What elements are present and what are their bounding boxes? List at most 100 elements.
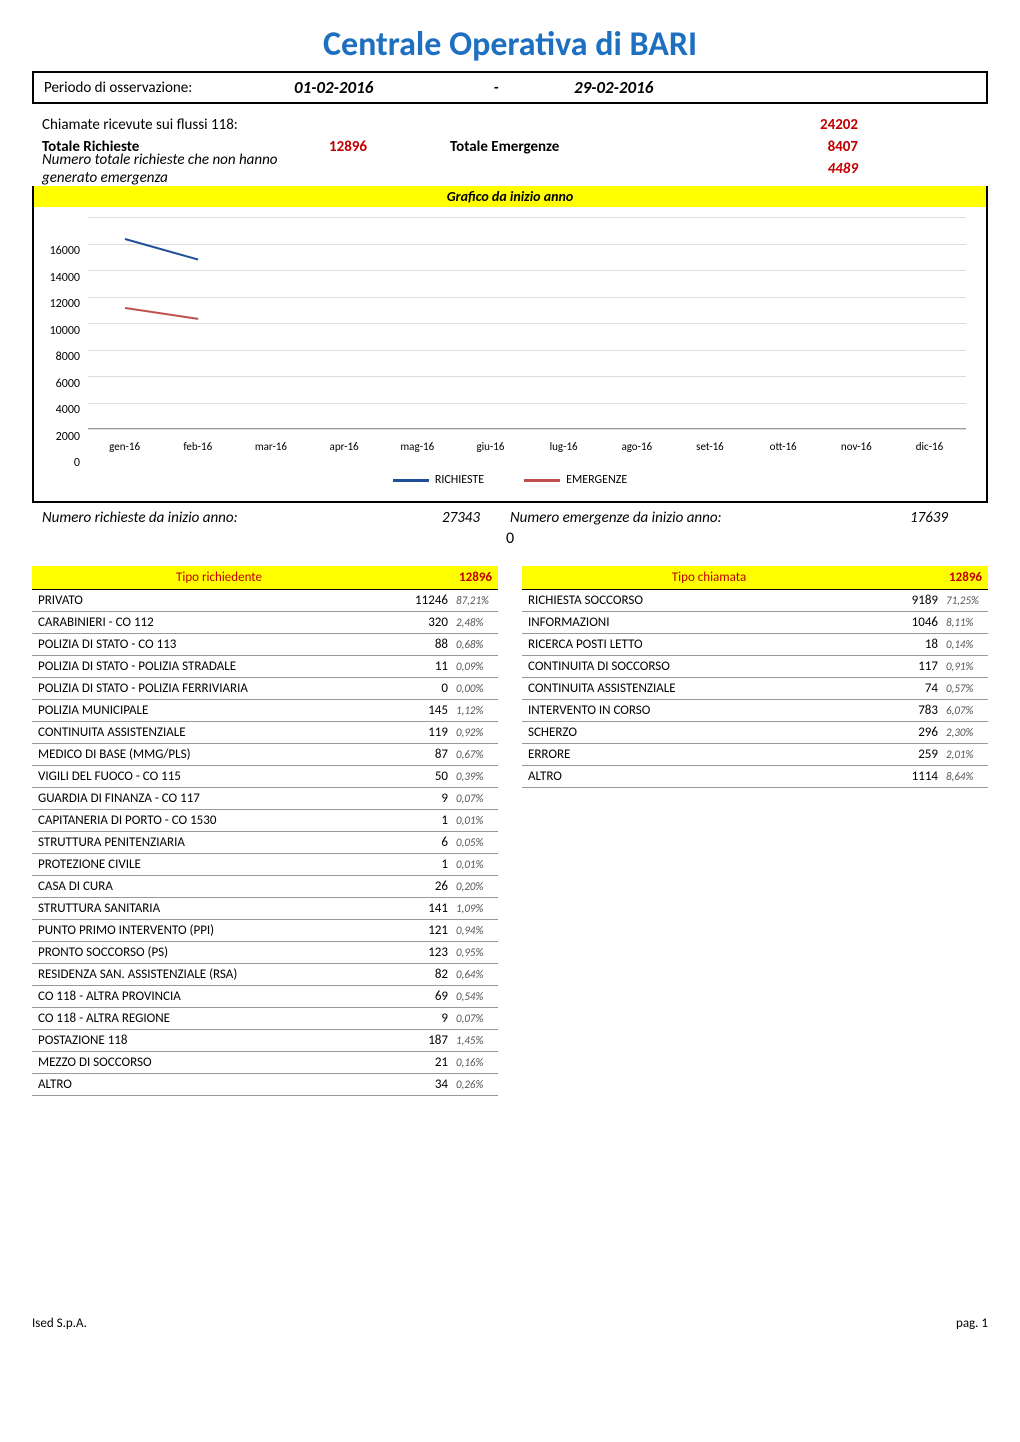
period-label: Periodo di osservazione:	[44, 79, 294, 97]
chart-xtick: dic-16	[893, 440, 966, 453]
table-row: MEZZO DI SOCCORSO210,16%	[32, 1052, 498, 1074]
table-cell-name: CONTINUITA ASSISTENZIALE	[522, 678, 896, 700]
chart-ytick: 4000	[56, 403, 80, 417]
table-row: POLIZIA DI STATO - CO 113880,68%	[32, 634, 498, 656]
summary-block: Chiamate ricevute sui flussi 118: 24202 …	[32, 104, 988, 186]
table-row: CONTINUITA ASSISTENZIALE1190,92%	[32, 722, 498, 744]
legend-item: RICHIESTE	[393, 473, 484, 487]
table-cell-pct: 0,54%	[454, 986, 498, 1008]
table-cell-name: POLIZIA DI STATO - POLIZIA STRADALE	[32, 656, 406, 678]
table-cell-value: 9	[406, 1008, 454, 1030]
tables-row: Tipo richiedente 12896 PRIVATO1124687,21…	[32, 566, 988, 1096]
table-cell-name: PROTEZIONE CIVILE	[32, 854, 406, 876]
table-row: CONTINUITA DI SOCCORSO1170,91%	[522, 656, 988, 678]
table-row: RICERCA POSTI LETTO180,14%	[522, 634, 988, 656]
table-cell-name: INFORMAZIONI	[522, 612, 896, 634]
chart-xlabels: gen-16feb-16mar-16apr-16mag-16giu-16lug-…	[88, 440, 966, 453]
table-cell-pct: 0,09%	[454, 656, 498, 678]
table-richiedente-header-value: 12896	[406, 566, 498, 590]
table-cell-pct: 0,92%	[454, 722, 498, 744]
table-chiamata-body: RICHIESTA SOCCORSO918971,25%INFORMAZIONI…	[522, 590, 988, 788]
table-cell-name: POSTAZIONE 118	[32, 1030, 406, 1052]
legend-label: EMERGENZE	[566, 473, 627, 487]
table-cell-pct: 0,20%	[454, 876, 498, 898]
table-cell-name: MEDICO DI BASE (MMG/PLS)	[32, 744, 406, 766]
table-cell-value: 11	[406, 656, 454, 678]
summary-line3-value: 4489	[586, 160, 978, 178]
table-cell-pct: 0,39%	[454, 766, 498, 788]
table-cell-value: 123	[406, 942, 454, 964]
chart-xtick: nov-16	[820, 440, 893, 453]
table-cell-name: PRIVATO	[32, 590, 406, 612]
legend-swatch	[393, 479, 429, 482]
table-row: INFORMAZIONI10468,11%	[522, 612, 988, 634]
table-cell-name: ALTRO	[522, 766, 896, 788]
chart-xtick: mar-16	[234, 440, 307, 453]
legend-item: EMERGENZE	[524, 473, 627, 487]
table-cell-name: STRUTTURA SANITARIA	[32, 898, 406, 920]
table-row: CARABINIERI - CO 1123202,48%	[32, 612, 498, 634]
table-cell-name: PUNTO PRIMO INTERVENTO (PPI)	[32, 920, 406, 942]
table-cell-name: RICERCA POSTI LETTO	[522, 634, 896, 656]
table-cell-value: 9189	[896, 590, 944, 612]
chart-series-segment	[124, 307, 197, 320]
summary-line3-label: Numero totale richieste che non hanno ge…	[42, 151, 314, 187]
table-cell-name: POLIZIA MUNICIPALE	[32, 700, 406, 722]
table-cell-value: 1	[406, 810, 454, 832]
chart-legend: RICHIESTE EMERGENZE	[34, 467, 986, 501]
table-cell-name: CONTINUITA ASSISTENZIALE	[32, 722, 406, 744]
summary-line1-label: Chiamate ricevute sui flussi 118:	[42, 116, 314, 134]
table-cell-name: VIGILI DEL FUOCO - CO 115	[32, 766, 406, 788]
chart-xtick: ago-16	[600, 440, 673, 453]
table-row: POSTAZIONE 1181871,45%	[32, 1030, 498, 1052]
table-cell-pct: 0,14%	[944, 634, 988, 656]
table-cell-pct: 87,21%	[454, 590, 498, 612]
annual-req-value: 27343	[390, 509, 510, 527]
table-cell-pct: 0,67%	[454, 744, 498, 766]
table-cell-value: 783	[896, 700, 944, 722]
chart-ytick: 0	[74, 456, 80, 470]
table-row: SCHERZO2962,30%	[522, 722, 988, 744]
table-cell-pct: 0,01%	[454, 810, 498, 832]
table-cell-value: 11246	[406, 590, 454, 612]
table-row: ERRORE2592,01%	[522, 744, 988, 766]
table-cell-value: 21	[406, 1052, 454, 1074]
table-cell-name: INTERVENTO IN CORSO	[522, 700, 896, 722]
chart-ytick: 16000	[50, 244, 80, 258]
chart-xtick: feb-16	[161, 440, 234, 453]
chart-xtick: lug-16	[527, 440, 600, 453]
table-cell-value: 119	[406, 722, 454, 744]
table-cell-value: 320	[406, 612, 454, 634]
table-row: GUARDIA DI FINANZA - CO 11790,07%	[32, 788, 498, 810]
chart-series-segment	[124, 238, 198, 261]
chart-xtick: ott-16	[747, 440, 820, 453]
table-cell-name: STRUTTURA PENITENZIARIA	[32, 832, 406, 854]
table-cell-pct: 1,09%	[454, 898, 498, 920]
page-title: Centrale Operativa di BARI	[32, 24, 988, 65]
table-cell-pct: 0,57%	[944, 678, 988, 700]
chart-ytick: 12000	[50, 297, 80, 311]
annual-req-label: Numero richieste da inizio anno:	[42, 509, 390, 527]
chart-plot	[88, 217, 966, 429]
chart-ytick: 2000	[56, 430, 80, 444]
table-cell-value: 87	[406, 744, 454, 766]
page-footer: Ised S.p.A. pag. 1	[32, 1316, 988, 1331]
table-cell-pct: 1,45%	[454, 1030, 498, 1052]
table-row: PRIVATO1124687,21%	[32, 590, 498, 612]
summary-line2b-value: 8407	[654, 138, 978, 156]
annual-emg-label: Numero emergenze da inizio anno:	[510, 509, 858, 527]
table-cell-value: 259	[896, 744, 944, 766]
table-row: ALTRO11148,64%	[522, 766, 988, 788]
table-cell-pct: 2,30%	[944, 722, 988, 744]
table-row: POLIZIA DI STATO - POLIZIA STRADALE110,0…	[32, 656, 498, 678]
chart-container: Grafico da inizio anno 02000400060008000…	[32, 186, 988, 503]
table-cell-pct: 0,05%	[454, 832, 498, 854]
chart-ytick: 6000	[56, 377, 80, 391]
table-row: INTERVENTO IN CORSO7836,07%	[522, 700, 988, 722]
table-row: RESIDENZA SAN. ASSISTENZIALE (RSA)820,64…	[32, 964, 498, 986]
table-cell-pct: 0,16%	[454, 1052, 498, 1074]
table-cell-value: 145	[406, 700, 454, 722]
table-cell-name: RICHIESTA SOCCORSO	[522, 590, 896, 612]
table-cell-pct: 0,00%	[454, 678, 498, 700]
table-chiamata: Tipo chiamata 12896 RICHIESTA SOCCORSO91…	[522, 566, 988, 788]
